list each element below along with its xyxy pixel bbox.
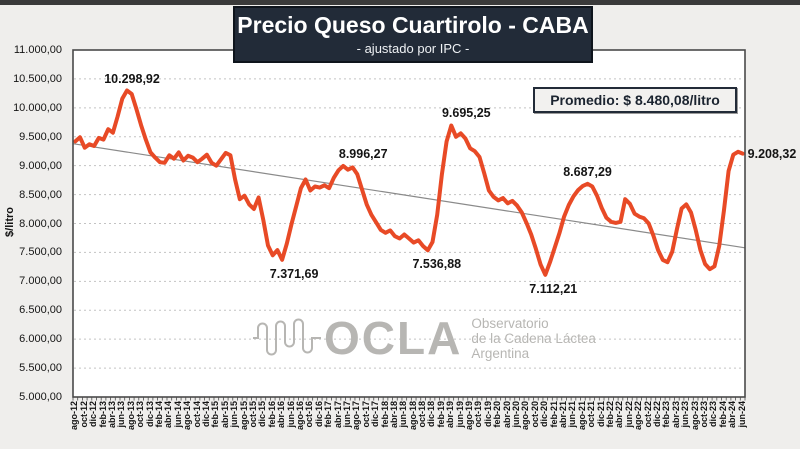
data-point-label: 8.687,29 [563,164,612,179]
data-point-label: 7.536,88 [412,257,462,272]
y-axis-tick-label: 9.500,00 [19,130,62,143]
x-axis-tick-label: feb-15 [210,401,221,428]
y-axis-tick-label: 8.000,00 [19,217,62,230]
x-axis-tick-label: feb-20 [492,401,503,428]
x-axis-tick-label: dic-17 [370,401,381,428]
data-point-label: 9.695,25 [441,106,491,121]
y-axis-tick-label: 10.000,00 [13,101,62,114]
watermark-line-2: de la Cadena Láctea [471,330,596,346]
x-axis-tick-label: dic-12 [88,401,99,428]
chart-subtitle: - ajustado por IPC - [356,41,470,56]
x-axis-tick-label: abr-19 [445,401,456,429]
x-axis-tick-label: feb-23 [661,401,672,428]
y-axis-tick-label: 7.500,00 [19,246,62,259]
chart-title: Precio Queso Cuartirolo - CABA [237,12,589,38]
x-axis-tick-label: jun-18 [398,401,409,428]
x-axis-tick-label: feb-18 [379,401,390,428]
y-axis-title: $/litro [4,207,16,237]
y-axis-tick-label: 10.500,00 [13,72,62,85]
data-point-label: 8.996,27 [338,146,388,161]
x-axis-tick-label: dic-15 [257,401,268,428]
x-axis-tick-label: ago-20 [520,401,531,431]
ocla-watermark: OCLA Observatorio de la Cadena Láctea Ar… [252,315,596,361]
watermark-line-1: Observatorio [471,315,549,331]
x-axis-tick-label: oct-13 [135,401,146,428]
x-axis-tick-label: dic-23 [708,401,719,428]
y-axis-tick-label: 7.000,00 [19,275,62,288]
top-bar [0,0,800,5]
y-axis-tick-label: 5.000,00 [19,391,62,403]
x-axis-tick-label: jun-15 [229,401,240,428]
x-axis-tick-label: abr-16 [276,401,287,429]
x-axis-tick-label: ago-12 [69,401,80,431]
data-point-label: 7.112,21 [529,281,578,296]
chart-title-box: Precio Queso Cuartirolo - CABA - ajustad… [233,6,593,63]
data-point-label: 10.298,92 [104,71,160,86]
ocla-watermark-text: Observatorio de la Cadena Láctea Argenti… [471,316,596,361]
x-axis-tick-label: oct-19 [473,401,484,428]
x-axis-tick-label: ago-17 [351,401,362,431]
x-axis-tick-label: feb-17 [323,401,334,428]
x-axis-tick-label: abr-14 [163,401,174,429]
x-axis-tick-label: ago-14 [182,401,193,431]
ocla-logo-squiggle-icon [253,318,321,356]
x-axis-tick-label: abr-17 [332,401,343,429]
data-point-label: 7.371,69 [269,266,319,281]
x-axis-tick-label: jun-24 [736,401,747,428]
average-callout: Promedio: $ 8.480,08/litro [533,87,737,113]
y-axis-tick-label: 9.000,00 [19,159,62,172]
x-axis-tick-label: jun-21 [567,401,578,428]
x-axis-tick-label: jun-13 [116,401,127,428]
average-callout-text: Promedio: $ 8.480,08/litro [550,92,720,108]
data-point-label: 9.208,32 [747,146,797,161]
x-axis-tick-label: ago-22 [633,401,644,431]
y-axis-tick-label: 6.500,00 [19,304,62,317]
x-axis-tick-label: abr-22 [614,401,625,429]
x-axis-tick-label: abr-24 [727,401,738,429]
y-axis-tick-label: 6.000,00 [19,333,62,346]
x-axis-tick-label: oct-21 [586,401,597,428]
y-axis-tick-label: 8.500,00 [19,188,62,201]
x-axis-tick-label: oct-16 [304,401,315,428]
price-series-line [73,88,745,277]
y-axis-tick-label: 5.500,00 [19,362,62,375]
x-axis-tick-label: jun-23 [680,401,691,428]
ocla-logo-text: OCLA [324,312,463,364]
x-axis-tick-label: dic-18 [426,401,437,428]
watermark-line-3: Argentina [471,345,530,361]
y-axis-tick-label: 11.000,00 [13,44,62,56]
x-axis-tick-label: dic-20 [539,401,550,428]
